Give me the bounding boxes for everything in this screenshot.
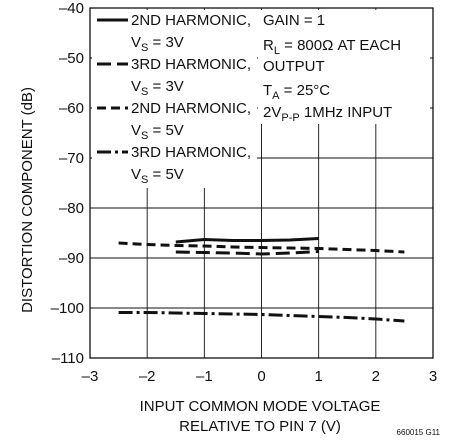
legend-condition-2: VS = 3V [131,78,184,98]
legend-condition-1: VS = 3V [131,34,184,54]
x-axis-title-line1: INPUT COMMON MODE VOLTAGE [140,398,381,415]
condition-load: RL = 800Ω AT EACH [263,37,401,57]
y-tick-label: –70 [59,150,84,167]
x-axis-title-line2: RELATIVE TO PIN 7 (V) [179,418,341,435]
y-tick-label: –80 [59,200,84,217]
y-axis-title: DISTORTION COMPONENT (dB) [19,87,36,313]
series-line-4 [118,311,405,323]
tick-labels: –3 –2 –1 0 1 2 3 –110 –100 –90 –80 –70 –60 –50 –40 [51,0,438,385]
legend-condition-3: VS = 5V [131,122,184,142]
conditions-background [258,10,430,124]
x-tick-label: –3 [82,368,99,385]
y-tick-label: –90 [59,250,84,267]
data-series [118,237,405,323]
y-tick-label: –110 [52,350,84,367]
condition-gain: GAIN = 1 [263,12,325,29]
legend-condition-4: VS = 5V [131,166,184,186]
legend-label-2: 3RD HARMONIC, [131,56,251,73]
figure-id: 660015 G11 [397,428,441,437]
x-tick-label: 3 [429,368,437,385]
condition-temperature: TA = 25°C [263,82,330,102]
series-line-1 [175,237,319,244]
series-line-2 [175,250,319,256]
legend: 2ND HARMONIC, VS = 3V 3RD HARMONIC, VS = 3V… [92,10,430,188]
y-tick-label: –60 [59,100,84,117]
y-tick-label: –50 [59,50,84,67]
x-tick-label: 2 [372,368,380,385]
plot-frame [89,7,434,359]
legend-label-4: 3RD HARMONIC, [131,144,251,161]
x-tick-label: 1 [314,368,322,385]
x-tick-label: –2 [139,368,156,385]
series-line-3 [118,241,405,254]
x-tick-label: –1 [196,368,213,385]
x-tick-label: 0 [257,368,265,385]
condition-input: 2VP-P 1MHz INPUT [263,104,392,124]
legend-label-3: 2ND HARMONIC, [131,100,251,117]
y-tick-label: –40 [59,0,84,17]
legend-background [92,10,257,188]
y-tick-label: –100 [51,300,84,317]
test-conditions: GAIN = 1 RL = 800Ω AT EACH OUTPUT TA = 2… [263,12,401,124]
legend-label-1: 2ND HARMONIC, [131,12,251,29]
condition-output: OUTPUT [263,58,325,75]
